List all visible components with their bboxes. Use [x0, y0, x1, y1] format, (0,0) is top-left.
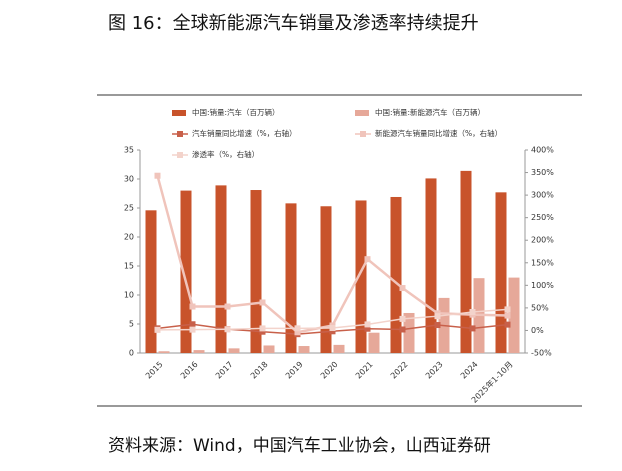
line-marker: [434, 322, 441, 329]
bar: [158, 351, 170, 353]
legend-label: 中国:销量:新能源汽车（百万辆）: [375, 107, 485, 117]
bar: [298, 346, 310, 353]
line-marker: [329, 328, 336, 335]
x-tick-label: 2019: [284, 360, 305, 381]
x-tick-label: 2024: [459, 360, 480, 381]
line-marker: [154, 326, 161, 333]
y-tick-label: 10: [124, 291, 134, 300]
x-tick-label: 2018: [249, 360, 270, 381]
y-tick-label: 15: [124, 262, 134, 271]
line-marker: [399, 326, 406, 333]
legend-label: 渗透率（%，右轴）: [192, 149, 259, 159]
y-tick-label: 0: [129, 349, 134, 358]
bar: [368, 332, 380, 353]
y2-tick-label: 350%: [531, 168, 554, 177]
line-marker: [469, 325, 476, 332]
x-tick-label: 2022: [389, 360, 410, 381]
bar: [193, 350, 205, 353]
line-marker: [154, 172, 161, 179]
line: [156, 175, 508, 334]
bar: [508, 277, 520, 353]
y-tick-label: 25: [124, 204, 134, 213]
bar: [228, 348, 240, 353]
y2-tick-label: 250%: [531, 213, 554, 222]
line-marker: [259, 299, 266, 306]
legend-label: 中国:销量:汽车（百万辆）: [192, 107, 280, 117]
line-marker: [364, 321, 371, 328]
bar: [285, 203, 297, 353]
y-tick-label: 5: [129, 320, 134, 329]
line-marker: [259, 325, 266, 332]
legend-swatch: [177, 131, 183, 137]
bar: [390, 196, 402, 353]
line-marker: [259, 328, 266, 335]
y2-tick-label: 50%: [531, 303, 549, 312]
x-tick-label: 2023: [424, 360, 445, 381]
y2-tick-label: 300%: [531, 191, 554, 200]
line-marker: [224, 326, 231, 333]
line-marker: [189, 303, 196, 310]
bar: [263, 345, 275, 353]
line-marker: [224, 303, 231, 310]
x-tick-label: 2020: [319, 360, 340, 381]
bar: [355, 200, 367, 353]
bar: [333, 344, 345, 353]
bar: [403, 312, 415, 353]
bar: [320, 206, 332, 353]
y2-tick-label: 0%: [531, 326, 544, 335]
x-tick-label: 2015: [144, 360, 165, 381]
line-marker: [434, 313, 441, 320]
line-marker: [399, 315, 406, 322]
y2-tick-label: 100%: [531, 281, 554, 290]
legend-swatch: [177, 152, 183, 158]
source-note: 资料来源：Wind，中国汽车工业协会，山西证券研: [108, 436, 491, 456]
line-marker: [469, 308, 476, 315]
y-tick-label: 35: [124, 146, 134, 155]
line-marker: [364, 256, 371, 263]
x-tick-label: 2016: [179, 360, 200, 381]
line-marker: [329, 325, 336, 332]
bar: [250, 190, 262, 353]
legend-swatch: [355, 110, 369, 116]
legend-label: 汽车销量同比增速（%，右轴）: [192, 128, 297, 138]
line-marker: [294, 325, 301, 332]
bar: [215, 185, 227, 353]
line-marker: [189, 326, 196, 333]
x-tick-label: 2021: [354, 360, 375, 381]
y2-tick-label: 150%: [531, 258, 554, 267]
y2-tick-label: 200%: [531, 236, 554, 245]
y2-tick-label: -50%: [531, 349, 552, 358]
y-tick-label: 20: [124, 233, 134, 242]
legend-swatch: [360, 131, 366, 137]
line-marker: [364, 325, 371, 332]
line-marker: [504, 321, 511, 328]
bar: [180, 190, 192, 353]
legend-swatch: [172, 110, 186, 116]
bar: [460, 170, 472, 353]
line-marker: [294, 329, 301, 336]
line-marker: [189, 321, 196, 328]
legend-label: 新能源汽车销量同比增速（%，右轴）: [375, 128, 502, 138]
x-tick-label: 2017: [214, 360, 235, 381]
figure-title: 图 16：全球新能源汽车销量及渗透率持续提升: [108, 13, 479, 34]
y2-tick-label: 400%: [531, 146, 554, 155]
bar: [495, 192, 507, 353]
y-tick-label: 30: [124, 175, 134, 184]
bar: [145, 210, 157, 353]
line-marker: [504, 306, 511, 313]
line-marker: [399, 285, 406, 292]
line-marker: [504, 312, 511, 319]
bar: [425, 178, 437, 353]
